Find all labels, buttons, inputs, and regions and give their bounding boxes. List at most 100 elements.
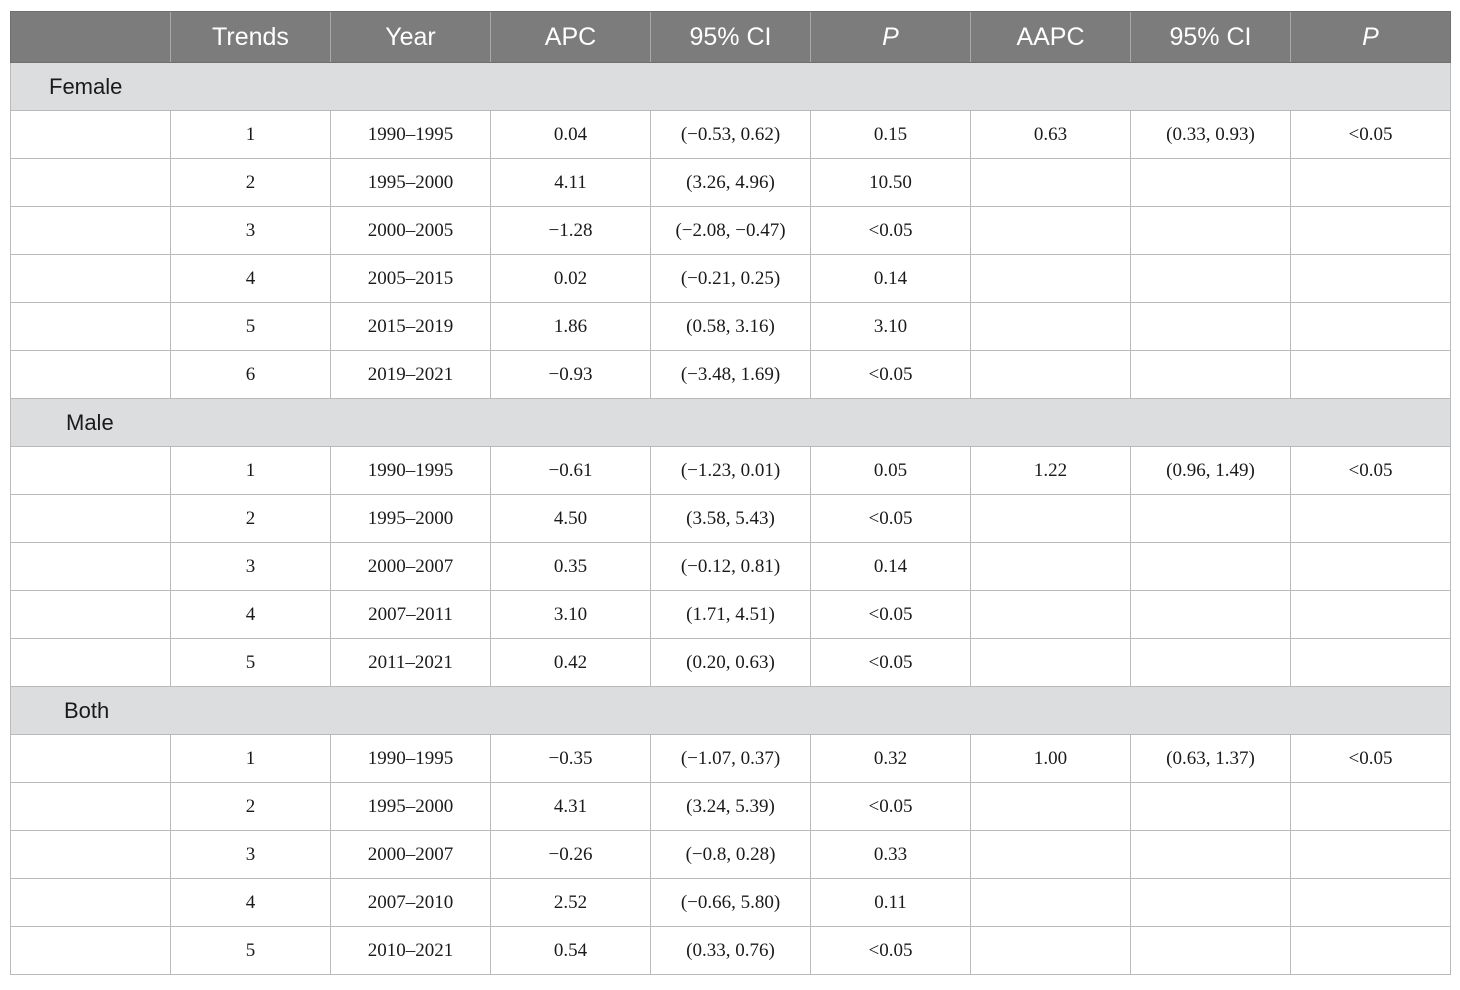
group-cell [10,110,171,159]
aapc-cell [970,302,1131,351]
apc-cell: 1.86 [490,302,651,351]
apc-p-cell: 3.10 [810,302,971,351]
apc-ci-cell: (−0.53, 0.62) [650,110,811,159]
trend-cell: 5 [170,302,331,351]
table-row: 1 1990–1995 −0.35 (−1.07, 0.37) 0.32 1.00 (0.6… [10,734,1451,783]
table-row: 5 2015–2019 1.86 (0.58, 3.16) 3.10 [10,302,1451,351]
apc-ci-cell: (0.33, 0.76) [650,926,811,975]
year-cell: 1990–1995 [330,734,491,783]
apc-p-cell: <0.05 [810,494,971,543]
apc-cell: −1.28 [490,206,651,255]
aapc-ci-cell [1130,878,1291,927]
apc-cell: 4.31 [490,782,651,831]
table-row: 2 1995–2000 4.31 (3.24, 5.39) <0.05 [10,782,1451,831]
header-apc-ci: 95% CI [650,11,811,63]
apc-ci-cell: (3.58, 5.43) [650,494,811,543]
aapc-ci-cell [1130,254,1291,303]
year-cell: 1990–1995 [330,446,491,495]
apc-ci-cell: (−0.66, 5.80) [650,878,811,927]
table-row: 2 1995–2000 4.11 (3.26, 4.96) 10.50 [10,158,1451,207]
apc-p-cell: 0.14 [810,254,971,303]
trend-cell: 2 [170,494,331,543]
aapc-ci-cell [1130,638,1291,687]
aapc-ci-cell [1130,494,1291,543]
apc-ci-cell: (−1.23, 0.01) [650,446,811,495]
apc-cell: 0.35 [490,542,651,591]
group-cell [10,206,171,255]
group-cell [10,830,171,879]
header-aapc-ci: 95% CI [1130,11,1291,63]
apc-ci-cell: (−3.48, 1.69) [650,350,811,399]
apc-ci-cell: (−1.07, 0.37) [650,734,811,783]
group-cell [10,638,171,687]
apc-ci-cell: (0.58, 3.16) [650,302,811,351]
trend-cell: 4 [170,878,331,927]
group-label: Female [10,62,1451,111]
aapc-cell [970,830,1131,879]
apc-ci-cell: (0.20, 0.63) [650,638,811,687]
apc-cell: 0.54 [490,926,651,975]
aapc-p-cell [1290,638,1451,687]
apc-p-cell: 0.14 [810,542,971,591]
aapc-cell [970,350,1131,399]
aapc-p-cell [1290,350,1451,399]
year-cell: 1995–2000 [330,158,491,207]
apc-cell: 0.42 [490,638,651,687]
group-cell [10,782,171,831]
aapc-cell [970,542,1131,591]
header-apc: APC [490,11,651,63]
aapc-p-cell [1290,830,1451,879]
table-row: 1 1990–1995 −0.61 (−1.23, 0.01) 0.05 1.22 (0.9… [10,446,1451,495]
trend-cell: 4 [170,254,331,303]
aapc-ci-cell: (0.33, 0.93) [1130,110,1291,159]
header-row: Trends Year APC 95% CI P AAPC 95% CI P [10,11,1451,63]
header-group-column [10,11,171,63]
apc-cell: 3.10 [490,590,651,639]
apc-ci-cell: (3.26, 4.96) [650,158,811,207]
apc-cell: −0.61 [490,446,651,495]
aapc-p-cell [1290,206,1451,255]
aapc-cell [970,254,1131,303]
apc-p-cell: <0.05 [810,926,971,975]
trend-cell: 3 [170,542,331,591]
aapc-p-cell [1290,542,1451,591]
aapc-p-cell: <0.05 [1290,734,1451,783]
aapc-ci-cell: (0.96, 1.49) [1130,446,1291,495]
aapc-ci-cell: (0.63, 1.37) [1130,734,1291,783]
trend-cell: 2 [170,782,331,831]
apc-ci-cell: (−0.21, 0.25) [650,254,811,303]
aapc-cell: 1.22 [970,446,1131,495]
trend-cell: 1 [170,734,331,783]
table-row: 5 2010–2021 0.54 (0.33, 0.76) <0.05 [10,926,1451,975]
group-cell [10,254,171,303]
trend-cell: 4 [170,590,331,639]
apc-p-cell: 0.11 [810,878,971,927]
apc-cell: 4.50 [490,494,651,543]
trend-cell: 5 [170,926,331,975]
apc-cell: −0.26 [490,830,651,879]
group-cell [10,542,171,591]
year-cell: 1990–1995 [330,110,491,159]
aapc-p-cell: <0.05 [1290,110,1451,159]
year-cell: 2015–2019 [330,302,491,351]
aapc-p-cell [1290,494,1451,543]
apc-cell: 0.02 [490,254,651,303]
header-aapc-p: P [1290,11,1451,63]
aapc-cell [970,590,1131,639]
aapc-ci-cell [1130,158,1291,207]
aapc-cell [970,158,1131,207]
trend-cell: 5 [170,638,331,687]
aapc-p-cell [1290,302,1451,351]
trend-cell: 3 [170,830,331,879]
aapc-cell: 1.00 [970,734,1131,783]
apc-p-cell: <0.05 [810,638,971,687]
aapc-cell [970,638,1131,687]
aapc-ci-cell [1130,590,1291,639]
year-cell: 2000–2007 [330,542,491,591]
apc-cell: 4.11 [490,158,651,207]
trend-cell: 1 [170,110,331,159]
apc-cell: −0.35 [490,734,651,783]
aapc-ci-cell [1130,542,1291,591]
apc-p-cell: 0.33 [810,830,971,879]
apc-cell: 2.52 [490,878,651,927]
